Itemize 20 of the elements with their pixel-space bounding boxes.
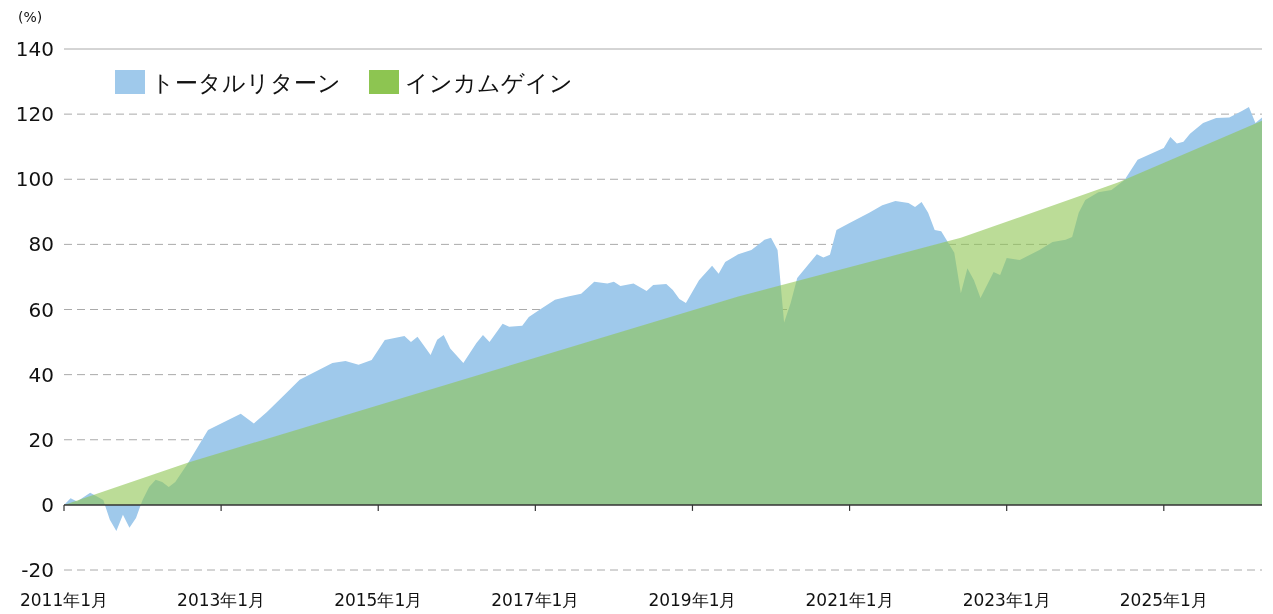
- x-tick-label: 2011年1月: [19, 590, 109, 610]
- x-tick-label: 2019年1月: [648, 590, 737, 610]
- x-tick-label: 2013年1月: [177, 590, 266, 610]
- y-tick-label: 120: [15, 102, 54, 127]
- y-tick-label: 140: [15, 37, 54, 61]
- y-tick-label: 100: [15, 167, 54, 192]
- y-axis-title: (%): [18, 9, 43, 25]
- x-tick-label: 2023年1月: [962, 590, 1051, 610]
- legend-label: インカムゲイン: [405, 70, 573, 96]
- y-tick-label: 40: [28, 362, 54, 387]
- y-tick-label: 20: [28, 427, 54, 452]
- legend-label: トータルリターン: [151, 70, 341, 96]
- y-tick-label: 0: [41, 492, 54, 517]
- x-tick-label: 2025年1月: [1119, 590, 1208, 610]
- y-tick-label: 60: [28, 297, 54, 322]
- y-tick-label: -20: [21, 558, 54, 582]
- x-tick-label: 2015年1月: [334, 590, 423, 610]
- x-tick-label: 2017年1月: [491, 590, 580, 610]
- x-tick-label: 2021年1月: [805, 590, 894, 610]
- y-tick-label: 80: [28, 232, 54, 257]
